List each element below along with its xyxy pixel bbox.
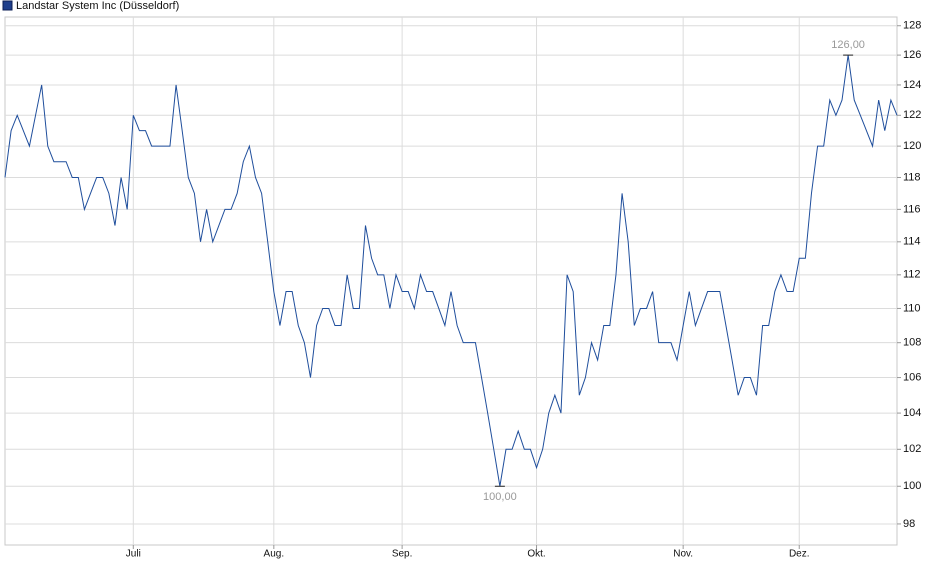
- y-tick-label: 124: [903, 79, 921, 91]
- y-tick-label: 116: [903, 203, 921, 215]
- price-line: [4, 55, 898, 487]
- y-tick-label: 102: [903, 443, 921, 455]
- y-tick-label: 122: [903, 109, 921, 121]
- y-tick-label: 112: [903, 269, 921, 281]
- y-tick-label: 114: [903, 236, 921, 248]
- x-tick-label: Juli: [126, 549, 141, 560]
- y-tick-label: 126: [903, 49, 921, 61]
- y-tick-label: 108: [903, 337, 921, 349]
- y-tick-label: 118: [903, 171, 921, 183]
- y-tick-label: 106: [903, 371, 921, 383]
- y-tick-label: 104: [903, 407, 921, 419]
- x-tick-label: Nov.: [673, 549, 693, 560]
- x-tick-label: Okt.: [527, 549, 545, 560]
- y-tick-label: 128: [903, 20, 921, 32]
- legend-label: Landstar System Inc (Düsseldorf): [16, 0, 179, 12]
- y-tick-label: 98: [903, 518, 915, 530]
- extreme-label: 126,00: [831, 39, 865, 51]
- x-tick-label: Sep.: [392, 549, 413, 560]
- x-tick-label: Aug.: [264, 549, 285, 560]
- y-tick-label: 120: [903, 140, 921, 152]
- plot-frame: [4, 16, 898, 546]
- legend-swatch: [2, 0, 13, 11]
- extreme-label: 100,00: [483, 491, 517, 503]
- y-tick-label: 110: [903, 302, 921, 314]
- y-tick-label: 100: [903, 480, 921, 492]
- x-tick-label: Dez.: [789, 549, 810, 560]
